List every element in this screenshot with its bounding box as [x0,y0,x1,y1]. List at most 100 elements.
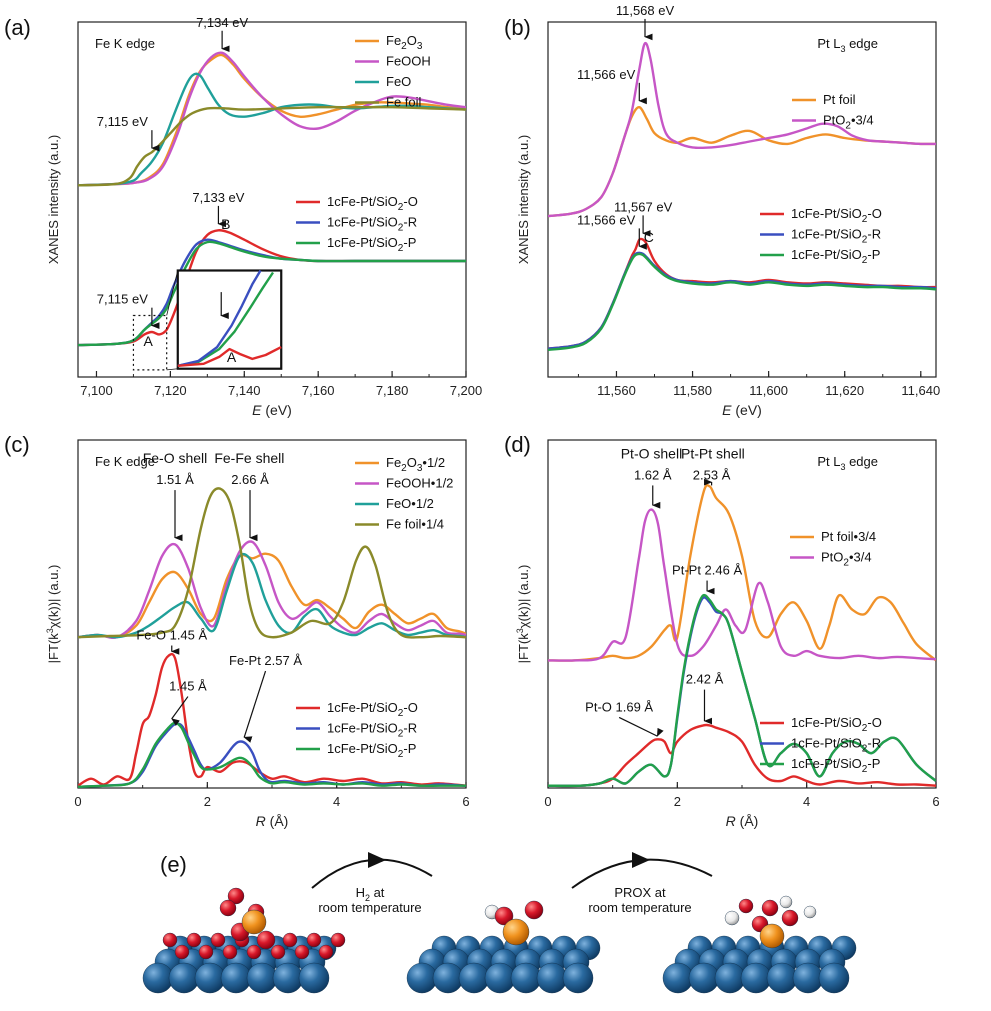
legend-entry: Fe2O3 [386,33,423,52]
y-axis-label-d: |FT(k3χ(k))| (a.u.) [515,565,531,664]
series-line-d-0 [548,484,936,662]
series-line-c-6 [78,721,466,788]
annotation-label: Fe-O 1.45 Å [136,628,207,643]
x-tick-label: 7,180 [376,383,409,398]
series-line-d-1 [548,508,936,662]
y-axis-label-a: XANES intensity (a.u.) [46,135,61,264]
oxygen-atom-sphere [210,932,226,948]
x-tick-label: 7,160 [302,383,335,398]
pt-atom-sphere [536,962,568,994]
legend-entry: FeO [386,74,411,89]
legend-entry: Fe foil•1/4 [386,517,444,532]
annotation-label: 11,566 eV [577,212,636,227]
pt-atom-sphere [662,962,694,994]
annotation-letter: Pt-O shell [621,446,682,462]
annotation-letter: Fe-Fe shell [214,450,284,466]
x-tick-label: 7,100 [80,383,113,398]
series-line-b-3 [548,251,936,350]
oxygen-atom-sphere [219,899,237,917]
legend-entry: 1cFe-Pt/SiO2-R [327,721,417,740]
legend-entry: 1cFe-Pt/SiO2-P [327,741,416,760]
annotation-letter: A [144,333,154,349]
oxygen-atom-sphere [294,944,310,960]
oxygen-atom-sphere [738,898,754,914]
annotation-label: 11,566 eV [577,67,636,82]
inset-connector [166,368,178,371]
annotation-label: Pt-Pt 2.46 Å [672,563,742,578]
annotation-label: Fe-Pt 2.57 Å [229,653,302,668]
pt-atom-sphere [458,962,490,994]
x-tick-label: 11,560 [597,383,636,398]
legend-entry: FeOOH [386,54,431,69]
legend-entry: FeO•1/2 [386,496,434,511]
pt-atom-sphere [194,962,226,994]
series-line-a-1 [78,51,466,187]
pt-atom-sphere [510,962,542,994]
series-line-d-4 [548,593,936,788]
annotation-letter: Fe-O shell [143,450,208,466]
annotation-label: 1.45 Å [169,679,207,694]
panel-d-pt-l3-exafs: (d) 0 2 4 6 R (Å) |FT(k3χ(k))| (a.u.) Pt L3 edg… [504,432,940,829]
annotation-letter: Pt-Pt shell [681,446,745,462]
oxygen-atom-sphere [761,899,779,917]
legend-entry: Pt foil•3/4 [821,529,876,544]
annotation-label: 11,567 eV [614,199,673,214]
pt-atom-sphere [688,962,720,994]
x-tick-label: 11,580 [673,383,712,398]
pt-atom-sphere [272,962,304,994]
x-tick-label: 7,200 [450,383,483,398]
legend-entry: Pt foil [823,92,856,107]
x-axis-label-c: R (Å) [256,813,289,829]
series-line-a-3 [78,105,466,187]
pt-atom-sphere [432,962,464,994]
legend-entry: 1cFe-Pt/SiO2-P [791,756,880,775]
panel-label-b: (b) [504,15,531,40]
y-axis-label-b: XANES intensity (a.u.) [516,135,531,264]
pt-atom-sphere [714,962,746,994]
x-tick-label: 2 [204,794,211,809]
fe-atom-sphere [759,923,785,949]
legend-entry: 1cFe-Pt/SiO2-R [791,227,881,246]
pt-atom-sphere [246,962,278,994]
panel-a-fe-k-xanes: (a) 7,100 7,120 7,140 7,160 7,180 7,200 E (eV) X… [4,15,482,418]
oxygen-atom-sphere [270,944,286,960]
fe-atom-sphere [502,918,530,946]
legend-entry: 1cFe-Pt/SiO2-R [791,736,881,755]
fe-atom-sphere [241,909,267,935]
series-line-c-5 [78,722,466,788]
series-line-c-3 [78,487,466,639]
x-tick-label: 6 [462,794,469,809]
x-tick-label: 6 [932,794,939,809]
x-tick-label: 11,620 [825,383,864,398]
pt-atom-sphere [766,962,798,994]
pt-atom-sphere [406,962,438,994]
panel-b-pt-l3-xanes: (b) 11,560 11,580 11,600 11,620 11,640 E (eV) X… [504,3,940,418]
panel-c-fe-k-exafs: (c) 0 2 4 6 R (Å) |FT(k3χ(k))| (a.u.) Fe K edge… [4,432,470,829]
x-tick-label: 0 [544,794,551,809]
x-axis-label-b: E (eV) [722,402,762,418]
pt-atom-sphere [168,962,200,994]
x-tick-label: 2 [674,794,681,809]
annotation-letter: B [221,216,230,232]
x-tick-label: 11,600 [749,383,788,398]
hydrogen-atom-sphere [779,895,793,909]
legend-entry: 1cFe-Pt/SiO2-O [791,715,882,734]
inset-line-red [177,346,282,367]
plot-frame-a [77,21,467,378]
oxygen-atom-sphere [186,932,202,948]
oxygen-atom-sphere [318,944,334,960]
annotation-label: Pt-O 1.69 Å [585,699,653,714]
edge-label-d: Pt L3 edge [817,454,878,472]
panel-label-c: (c) [4,432,30,457]
scheme-step2-line1: PROX at [614,885,666,900]
x-tick-label: 4 [333,794,340,809]
scheme-arrow-1-head [368,852,386,868]
pt-atom-sphere [298,962,330,994]
legend-entry: Fe2O3•1/2 [386,455,445,474]
series-line-c-1 [78,540,466,640]
panel-label-d: (d) [504,432,531,457]
annotation-arrow [243,670,267,743]
inset-connector [166,270,179,316]
scheme-arrow-2 [571,858,713,889]
